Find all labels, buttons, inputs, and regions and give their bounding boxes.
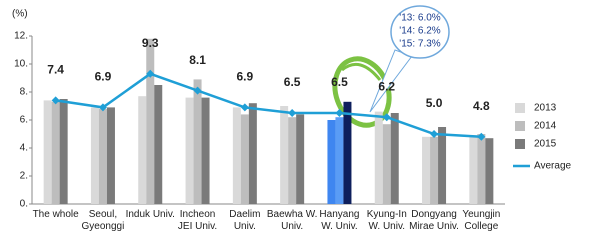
annotation: '15: 7.3% [399, 39, 440, 50]
y-tick-label: 4. [20, 143, 28, 154]
data-label: 8.1 [189, 53, 206, 67]
bar [154, 85, 162, 204]
unit-label: (%) [12, 9, 28, 20]
data-label: 6.5 [284, 75, 301, 89]
data-label: 6.5 [331, 75, 348, 89]
bar [280, 106, 288, 204]
data-label: 5.0 [426, 96, 443, 110]
bar [186, 98, 194, 204]
y-tick-label: 2. [20, 171, 28, 182]
bar [91, 107, 99, 204]
data-label: 4.8 [473, 99, 490, 113]
bar [288, 117, 296, 204]
legend-label: 2014 [534, 121, 557, 132]
bar [477, 134, 485, 204]
bar [422, 137, 430, 204]
bar [375, 112, 383, 204]
bar [438, 127, 446, 204]
data-label: 6.9 [95, 70, 112, 84]
data-label: 9.3 [142, 36, 159, 50]
legend-label: 2015 [534, 139, 557, 150]
legend-label: 2013 [534, 103, 557, 114]
bar [430, 137, 438, 204]
chart: (%) 0. 2. 4. 6. 8. 10. 12. 7.4 6.9 9.3 8.1 6.9 6.5 6.… [0, 0, 595, 243]
legend-swatch [515, 103, 525, 113]
legend-swatch [515, 139, 525, 149]
y-tick-label: 6. [20, 115, 28, 126]
y-tick-label: 12. [14, 31, 28, 42]
bar [343, 102, 351, 204]
bar [202, 98, 210, 204]
bar [107, 107, 115, 204]
bar [52, 102, 60, 204]
y-tick-label: 0. [20, 199, 28, 210]
average-marker [241, 103, 249, 111]
legend-label: Average [534, 161, 572, 172]
bar [44, 100, 52, 204]
y-tick-label: 10. [14, 59, 28, 70]
data-label: 6.9 [237, 70, 254, 84]
average-line [56, 74, 482, 137]
average-marker [288, 109, 296, 117]
page: (%) 0. 2. 4. 6. 8. 10. 12. 7.4 6.9 9.3 8.1 6.9 6.5 6.… [0, 0, 595, 243]
bar [383, 124, 391, 204]
bar [146, 39, 154, 204]
data-label: 6.2 [378, 79, 395, 93]
x-tick-label: Yeungjin College [453, 209, 509, 233]
bar [327, 120, 335, 204]
annotation: '13: 6.0% [399, 13, 440, 24]
data-label: 7.4 [47, 63, 64, 77]
bar [194, 79, 202, 204]
legend-swatch [515, 121, 525, 131]
y-tick-label: 8. [20, 87, 28, 98]
bar [296, 114, 304, 204]
bar [249, 103, 257, 204]
bar [469, 135, 477, 204]
bar [233, 107, 241, 204]
bar [335, 117, 343, 204]
bar [485, 138, 493, 204]
annotation: '14: 6.2% [399, 26, 440, 37]
bar [241, 114, 249, 204]
bar [60, 99, 68, 204]
bar [99, 109, 107, 204]
bar [391, 113, 399, 204]
bar [138, 96, 146, 204]
